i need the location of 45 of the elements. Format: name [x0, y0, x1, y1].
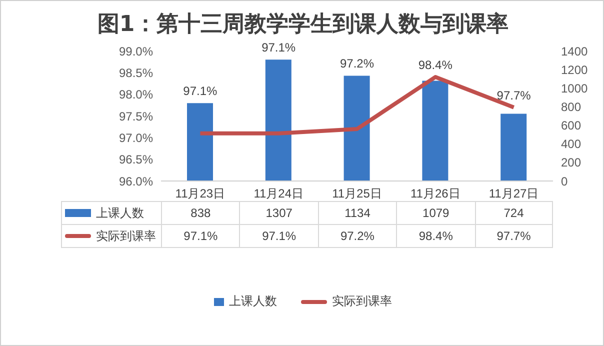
text: 97.1% [262, 40, 296, 55]
y2-tick-label: 600 [561, 118, 582, 133]
data-label: 1307 [239, 202, 318, 224]
text: 97.1% [183, 84, 218, 98]
x-tick-label: 11月25日 [332, 186, 382, 201]
bar [265, 60, 292, 181]
text: 实际到课率 [332, 294, 392, 308]
y2-tick-label: 0 [561, 174, 568, 188]
y-tick-label: 99.0% [118, 44, 154, 58]
y2-tick-label: 800 [561, 100, 582, 114]
y2-tick-label: 200 [561, 156, 582, 170]
text: 98.4% [418, 58, 452, 72]
y2-tick-label: 400 [561, 137, 582, 152]
x-tick-label: 11月27日 [488, 186, 539, 201]
bar [422, 80, 448, 181]
bar [344, 76, 370, 181]
data-label: 724 [474, 202, 553, 224]
text: 上课人数 [229, 294, 277, 308]
data-label: 97.1% [161, 225, 240, 247]
data-label: 1079 [396, 202, 475, 224]
data-label: 97.2% [318, 225, 396, 247]
y-tick-label: 97.5% [118, 109, 154, 124]
data-label: 838 [161, 202, 240, 224]
text: 97.7% [496, 88, 531, 102]
y-tick-label: 97.0% [118, 130, 154, 145]
text: 97.2% [340, 56, 374, 71]
y-tick-label: 96.5% [118, 152, 154, 167]
x-tick-label: 11月24日 [254, 186, 304, 201]
x-tick-label: 11月23日 [175, 186, 226, 201]
y-tick-label: 98.0% [118, 88, 154, 102]
y2-tick-label: 1200 [561, 62, 588, 77]
legend-label: 上课人数 [96, 204, 144, 222]
x-tick-label: 11月26日 [410, 186, 460, 201]
chart-title: 图1：第十三周教学学生到课人数与到课率 [96, 10, 510, 39]
y-tick-label: 96.0% [118, 174, 154, 188]
data-label: 1134 [318, 202, 396, 224]
legend-label: 实际到课率 [96, 228, 156, 244]
y2-tick-label: 1400 [561, 44, 588, 58]
y-tick-label: 98.5% [118, 66, 154, 80]
y2-tick-label: 1000 [561, 81, 588, 96]
data-label: 97.7% [474, 225, 553, 247]
bar [500, 114, 527, 181]
data-label: 97.1% [239, 225, 318, 247]
data-label: 98.4% [396, 225, 475, 247]
bar [187, 103, 213, 181]
